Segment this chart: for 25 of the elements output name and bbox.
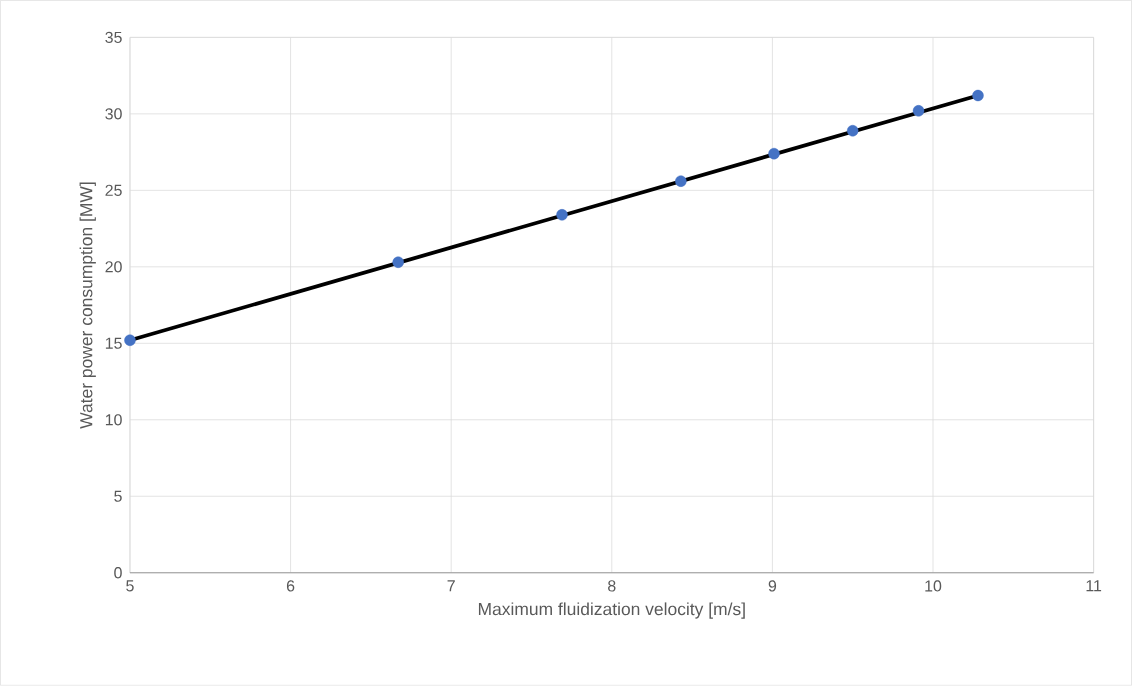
point <box>124 334 136 347</box>
y-tick-label: 15 <box>105 337 122 350</box>
y-tick-label: 30 <box>105 108 122 120</box>
point <box>768 148 780 160</box>
y-tick-label: 35 <box>105 31 122 44</box>
point <box>556 209 568 221</box>
x-tick-label: 9 <box>768 580 777 592</box>
y-axis-title: Water power consumption [MW] <box>79 182 96 429</box>
point <box>846 125 859 137</box>
x-axis-title: Maximum fluidization velocity [m/s] <box>478 602 745 619</box>
x-tick-label: 10 <box>925 580 942 592</box>
x-tick-label: 7 <box>447 580 455 592</box>
y-tick-label: 10 <box>105 414 122 426</box>
point <box>675 175 687 188</box>
point <box>972 89 984 102</box>
y-tick-label: 0 <box>114 567 122 579</box>
x-tick-label: 8 <box>608 580 616 592</box>
y-tick-label: 25 <box>105 184 122 197</box>
y-tick-label: 20 <box>105 261 122 273</box>
point <box>392 256 404 269</box>
point <box>912 105 925 117</box>
x-tick-label: 11 <box>1086 580 1102 592</box>
x-tick-label: 5 <box>126 580 134 592</box>
x-tick-label: 6 <box>286 580 295 592</box>
y-tick-label: 5 <box>114 490 122 502</box>
